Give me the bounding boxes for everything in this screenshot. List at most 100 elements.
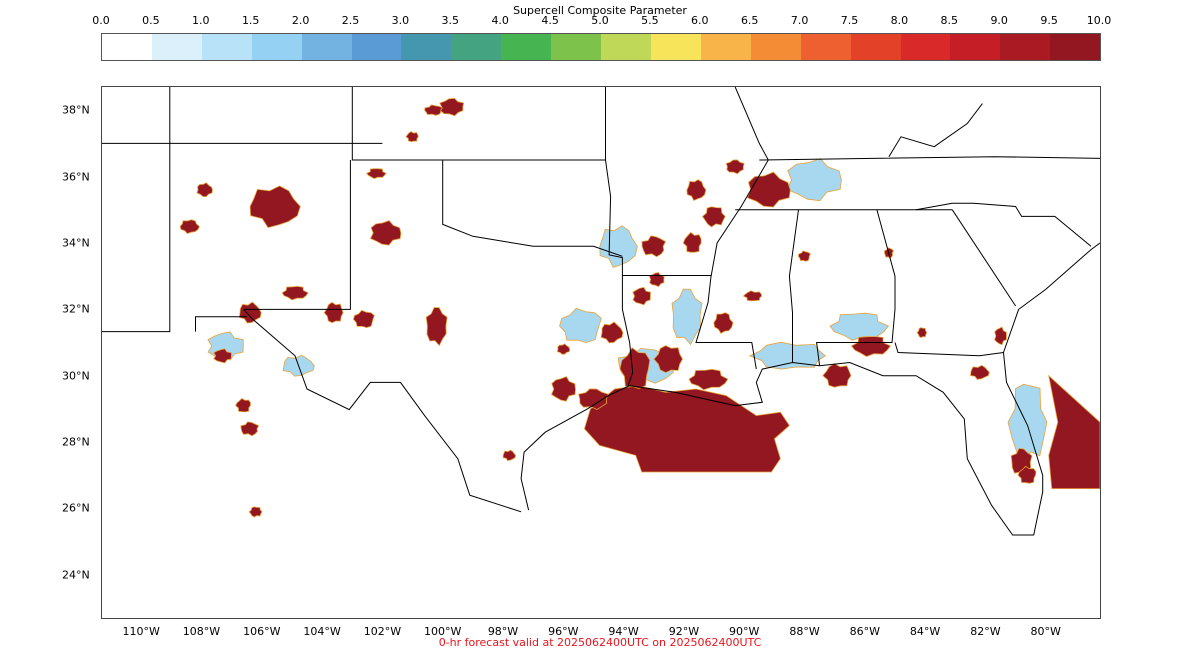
latitude-label: 26°N bbox=[62, 501, 90, 515]
high-scp-cell bbox=[970, 364, 990, 380]
low-scp-area bbox=[829, 312, 890, 341]
colorbar-bin bbox=[1050, 34, 1101, 60]
state-border-line bbox=[710, 87, 769, 277]
high-scp-cell bbox=[502, 449, 517, 462]
colorbar-bin bbox=[151, 34, 202, 60]
colorbar-tick-label: 4.5 bbox=[541, 14, 559, 27]
high-scp-cell bbox=[600, 321, 624, 344]
high-scp-cell bbox=[578, 388, 609, 411]
state-border-line bbox=[605, 87, 634, 386]
colorbar-bin bbox=[301, 34, 352, 60]
colorbar-bin bbox=[950, 34, 1001, 60]
state-border-line bbox=[788, 209, 799, 363]
longitude-label: 84°W bbox=[909, 625, 941, 638]
low-scp-area bbox=[671, 288, 703, 346]
state-border-line bbox=[351, 87, 606, 161]
high-scp-cell bbox=[365, 168, 387, 180]
latitude-label: 30°N bbox=[62, 369, 90, 383]
colorbar-tick-label: 3.5 bbox=[441, 14, 460, 27]
colorbar-bin bbox=[750, 34, 801, 60]
low-scp-area bbox=[786, 158, 842, 202]
high-scp-cell bbox=[746, 171, 791, 208]
high-scp-cell bbox=[1017, 465, 1037, 484]
high-scp-cell bbox=[179, 219, 200, 234]
state-border-line bbox=[894, 342, 1004, 357]
high-scp-cell bbox=[686, 179, 707, 202]
high-scp-cell bbox=[439, 97, 465, 117]
colorbar-bin bbox=[251, 34, 302, 60]
high-scp-cell bbox=[682, 231, 702, 253]
colorbar-tick-label: 6.0 bbox=[691, 14, 709, 27]
high-scp-cell bbox=[641, 235, 667, 258]
high-scp-cell bbox=[688, 368, 729, 391]
colorbar-bin bbox=[501, 34, 552, 60]
colorbar-bin bbox=[800, 34, 851, 60]
high-scp-cell bbox=[822, 363, 852, 388]
colorbar-tick-label: 7.5 bbox=[840, 14, 859, 27]
colorbar-bin bbox=[551, 34, 602, 60]
colorbar-tick-label: 5.0 bbox=[591, 14, 609, 27]
state-border-line bbox=[759, 156, 1100, 161]
map-panel bbox=[101, 86, 1101, 619]
colorbar-bin bbox=[451, 34, 502, 60]
high-scp-cell bbox=[742, 290, 763, 302]
high-scp-cell bbox=[550, 376, 576, 402]
colorbar-tick-label: 9.5 bbox=[1040, 14, 1058, 27]
high-scp-cell bbox=[213, 348, 232, 364]
state-border-line bbox=[916, 202, 1092, 247]
high-scp-cell bbox=[653, 345, 683, 374]
colorbar-bin bbox=[850, 34, 901, 60]
high-scp-cell bbox=[248, 506, 263, 518]
high-scp-cell bbox=[369, 220, 402, 246]
high-scp-cell bbox=[249, 185, 301, 229]
high-scp-cell bbox=[235, 398, 251, 413]
colorbar-bin bbox=[900, 34, 951, 60]
colorbar-tick-labels: 0.0 0.5 1.0 1.5 2.0 2.5 3.0 3.5 4.0 4.5 5.0 5.5 6.0 6… bbox=[0, 14, 1200, 30]
high-scp-cell bbox=[916, 327, 928, 339]
colorbar-bin bbox=[351, 34, 402, 60]
colorbar-tick-label: 1.0 bbox=[192, 14, 210, 27]
colorbar-bin bbox=[650, 34, 701, 60]
colorbar-tick-label: 0.5 bbox=[142, 14, 160, 27]
longitude-label: 108°W bbox=[182, 625, 221, 638]
high-scp-cell bbox=[797, 250, 811, 262]
high-scp-cell bbox=[713, 312, 734, 334]
colorbar-tick-label: 8.0 bbox=[890, 14, 909, 27]
colorbar-tick-label: 4.0 bbox=[491, 14, 509, 27]
state-border-line bbox=[816, 209, 896, 366]
colorbar-bin bbox=[102, 34, 152, 60]
longitude-label: 82°W bbox=[970, 625, 1001, 638]
map-canvas bbox=[102, 87, 1100, 536]
colorbar-bin bbox=[1000, 34, 1051, 60]
state-border-line bbox=[442, 160, 623, 257]
colorbar-tick-label: 1.5 bbox=[241, 14, 260, 27]
low-scp-area bbox=[748, 341, 827, 370]
colorbar-tick-label: 7.0 bbox=[790, 14, 809, 27]
colorbar-tick-label: 6.5 bbox=[740, 14, 759, 27]
state-border-line bbox=[520, 242, 1100, 536]
longitude-label: 94°W bbox=[608, 625, 639, 638]
longitude-label: 86°W bbox=[849, 625, 880, 638]
state-border-line bbox=[102, 87, 171, 333]
latitude-label: 32°N bbox=[62, 302, 90, 316]
forecast-valid-caption: 0-hr forecast valid at 2025062400UTC on … bbox=[438, 636, 762, 649]
longitude-label: 92°W bbox=[668, 625, 700, 638]
colorbar-tick-label: 5.5 bbox=[641, 14, 659, 27]
high-scp-cell bbox=[632, 286, 651, 306]
high-scp-cell bbox=[240, 421, 260, 437]
colorbar bbox=[101, 33, 1101, 61]
low-scp-area bbox=[559, 307, 602, 343]
state-border-line bbox=[195, 316, 247, 332]
high-scp-cell bbox=[619, 347, 651, 390]
high-scp-cell bbox=[405, 131, 419, 143]
high-scp-cell bbox=[425, 307, 448, 347]
longitude-label: 80°W bbox=[1030, 625, 1061, 638]
latitude-label: 36°N bbox=[62, 170, 90, 184]
longitude-label: 102°W bbox=[363, 625, 402, 638]
latitude-label: 34°N bbox=[62, 236, 90, 250]
high-scp-cell bbox=[281, 285, 309, 301]
high-scp-cell bbox=[352, 309, 375, 329]
high-scp-cell bbox=[424, 104, 444, 116]
longitude-label: 104°W bbox=[303, 625, 341, 638]
high-scp-cell bbox=[323, 301, 344, 324]
